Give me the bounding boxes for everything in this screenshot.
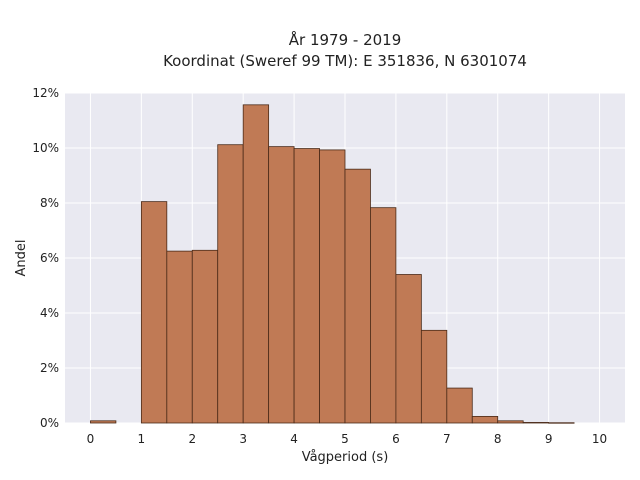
histogram-bar-3 xyxy=(166,250,193,424)
y-tick-label: 8% xyxy=(40,196,59,210)
histogram-bar-17 xyxy=(522,422,550,424)
x-tick-label: 2 xyxy=(188,432,196,446)
x-tick-label: 7 xyxy=(443,432,451,446)
bars xyxy=(90,104,575,424)
histogram-bar-5 xyxy=(217,144,244,424)
y-tick-label: 6% xyxy=(40,251,59,265)
histogram-bar-11 xyxy=(370,207,397,424)
histogram-bar-9 xyxy=(319,149,346,424)
histogram-bar-12 xyxy=(395,274,422,424)
histogram-bar-7 xyxy=(268,146,295,424)
chart-title-line-1: År 1979 - 2019 xyxy=(289,30,402,49)
x-tick-label: 1 xyxy=(138,432,146,446)
histogram-bar-18 xyxy=(548,422,575,424)
chart-title-line-2: Koordinat (Sweref 99 TM): E 351836, N 63… xyxy=(163,52,527,70)
histogram-bar-6 xyxy=(242,104,270,424)
x-tick-label: 9 xyxy=(545,432,553,446)
x-tick-label: 10 xyxy=(592,432,607,446)
y-tick-label: 12% xyxy=(32,86,59,100)
y-axis-label: Andel xyxy=(14,240,29,277)
x-tick-label: 5 xyxy=(341,432,349,446)
x-tick-label: 6 xyxy=(392,432,400,446)
x-axis-label: Vågperiod (s) xyxy=(302,450,389,465)
histogram-bar-10 xyxy=(344,168,371,424)
histogram-bar-13 xyxy=(420,329,448,424)
histogram-bar-0 xyxy=(90,420,117,424)
x-tick-label: 4 xyxy=(290,432,298,446)
histogram-bar-4 xyxy=(191,249,219,424)
histogram-bar-8 xyxy=(293,148,320,424)
y-axis-ticks: 0% 2% 4% 6% 8% 10% 12% xyxy=(32,86,59,430)
x-tick-label: 8 xyxy=(494,432,502,446)
y-tick-label: 10% xyxy=(32,141,59,155)
x-tick-label: 3 xyxy=(239,432,247,446)
y-tick-label: 2% xyxy=(40,361,59,375)
y-tick-label: 4% xyxy=(40,306,59,320)
histogram-bar-15 xyxy=(471,415,499,424)
x-axis-ticks: 0 1 2 3 4 5 6 7 8 9 10 xyxy=(87,432,608,446)
histogram-bar-2 xyxy=(140,201,168,424)
y-tick-label: 0% xyxy=(40,416,59,430)
histogram-bar-14 xyxy=(446,387,473,424)
x-tick-label: 0 xyxy=(87,432,95,446)
histogram-bar-16 xyxy=(497,420,524,424)
